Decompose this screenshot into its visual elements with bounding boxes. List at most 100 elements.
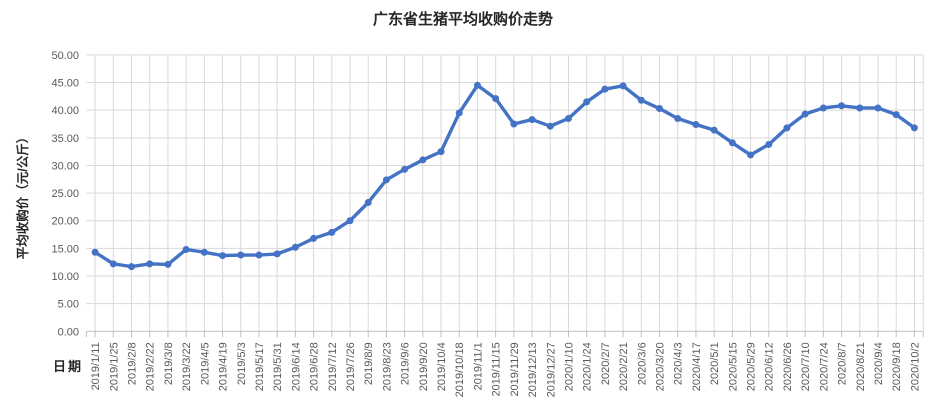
y-tick-label: 15.00 <box>51 243 79 255</box>
x-tick-label: 2020/9/18 <box>891 342 903 391</box>
data-point-marker <box>710 126 718 134</box>
data-point-marker <box>492 95 500 103</box>
x-tick-label: 2020/4/3 <box>673 342 685 385</box>
data-point-marker <box>892 111 900 119</box>
x-tick-label: 2019/9/6 <box>400 342 412 385</box>
data-point-marker <box>637 96 645 104</box>
data-point-marker <box>910 124 918 132</box>
data-point-marker <box>401 165 409 173</box>
data-point-marker <box>128 263 136 271</box>
x-tick-label: 2019/1/25 <box>108 342 120 391</box>
x-tick-label: 2019/9/20 <box>418 342 430 391</box>
data-point-marker <box>346 217 354 225</box>
y-tick-label: 10.00 <box>51 271 79 283</box>
data-point-marker <box>856 104 864 112</box>
data-point-marker <box>200 248 208 256</box>
data-point-marker <box>364 198 372 206</box>
data-point-marker <box>819 104 827 112</box>
x-tick-label: 2020/2/21 <box>618 342 630 391</box>
data-point-marker <box>838 102 846 110</box>
data-point-marker <box>164 260 172 268</box>
x-tick-label: 2020/7/10 <box>800 342 812 391</box>
x-tick-label: 2019/10/18 <box>454 342 466 397</box>
data-point-marker <box>601 85 609 93</box>
data-point-marker <box>619 82 627 90</box>
x-tick-label: 2020/6/12 <box>764 342 776 391</box>
x-tick-label: 2020/1/24 <box>582 342 594 391</box>
data-point-marker <box>455 109 463 117</box>
x-tick-label: 2019/5/17 <box>254 342 266 391</box>
data-point-marker <box>728 139 736 147</box>
x-tick-label: 2019/3/8 <box>163 342 175 385</box>
y-axis-title: 平均收购价（元/公斤） <box>16 130 30 260</box>
data-point-marker <box>564 114 572 122</box>
x-tick-label: 2020/5/1 <box>709 342 721 385</box>
data-point-marker <box>874 104 882 112</box>
x-tick-label: 2019/8/9 <box>363 342 375 385</box>
data-point-marker <box>310 234 318 242</box>
x-tick-label: 2019/1/11 <box>90 342 102 390</box>
data-point-marker <box>583 98 591 106</box>
x-tick-label: 2020/8/21 <box>855 342 867 391</box>
y-tick-label: 20.00 <box>51 216 79 228</box>
y-tick-label: 50.00 <box>51 50 79 62</box>
data-point-marker <box>510 120 518 128</box>
data-point-marker <box>291 243 299 251</box>
data-point-marker <box>328 228 336 236</box>
x-tick-label: 2019/5/3 <box>236 342 248 385</box>
x-tick-label: 2020/10/2 <box>909 342 921 391</box>
x-tick-label: 2019/7/26 <box>345 342 357 391</box>
x-tick-label: 2019/7/12 <box>327 342 339 391</box>
x-tick-label: 2019/5/31 <box>272 342 284 391</box>
x-tick-label: 2019/6/28 <box>309 342 321 391</box>
data-point-marker <box>91 248 99 256</box>
data-point-marker <box>146 260 154 268</box>
x-tick-label: 2020/7/24 <box>818 342 830 391</box>
data-point-marker <box>237 251 245 259</box>
data-point-marker <box>783 124 791 132</box>
x-axis-title: 日期 <box>53 359 84 374</box>
data-point-marker <box>219 252 227 260</box>
x-tick-label: 2019/11/1 <box>472 342 484 390</box>
x-tick-label: 2020/2/7 <box>600 342 612 385</box>
x-tick-label: 2019/8/23 <box>381 342 393 391</box>
data-point-marker <box>273 250 281 258</box>
x-tick-label: 2019/12/13 <box>527 342 539 397</box>
data-point-marker <box>109 260 117 268</box>
data-point-marker <box>765 140 773 148</box>
x-tick-label: 2020/5/29 <box>746 342 758 391</box>
data-point-marker <box>747 151 755 159</box>
x-tick-label: 2019/11/15 <box>491 342 503 396</box>
y-tick-label: 45.00 <box>51 78 79 90</box>
price-line <box>93 83 917 269</box>
x-tick-label: 2019/4/5 <box>199 342 211 385</box>
y-tick-label: 30.00 <box>51 160 79 172</box>
x-tick-label: 2020/6/26 <box>782 342 794 391</box>
y-tick-label: 35.00 <box>51 133 79 145</box>
x-tick-label: 2020/3/6 <box>636 342 648 385</box>
y-tick-label: 25.00 <box>51 188 79 200</box>
data-point-marker <box>528 116 536 124</box>
x-tick-label: 2020/8/7 <box>837 342 849 385</box>
x-tick-label: 2020/1/10 <box>563 342 575 391</box>
x-tick-label: 2019/6/14 <box>290 342 302 391</box>
x-tick-label: 2019/2/22 <box>145 342 157 391</box>
data-point-marker <box>674 114 682 122</box>
y-tick-label: 0.00 <box>58 326 79 338</box>
chart-title: 广东省生猪平均收购价走势 <box>372 11 554 28</box>
x-tick-label: 2020/5/15 <box>727 342 739 391</box>
y-tick-label: 5.00 <box>58 299 79 311</box>
data-point-marker <box>473 81 481 89</box>
x-tick-label: 2019/2/8 <box>127 342 139 385</box>
data-point-marker <box>546 122 554 130</box>
data-point-marker <box>182 245 190 253</box>
y-tick-label: 40.00 <box>51 105 79 117</box>
x-tick-label: 2019/10/4 <box>436 342 448 391</box>
x-tick-label: 2020/3/20 <box>655 342 667 391</box>
data-point-marker <box>692 121 700 129</box>
data-point-marker <box>656 105 664 113</box>
data-point-marker <box>419 156 427 164</box>
data-point-marker <box>382 176 390 184</box>
